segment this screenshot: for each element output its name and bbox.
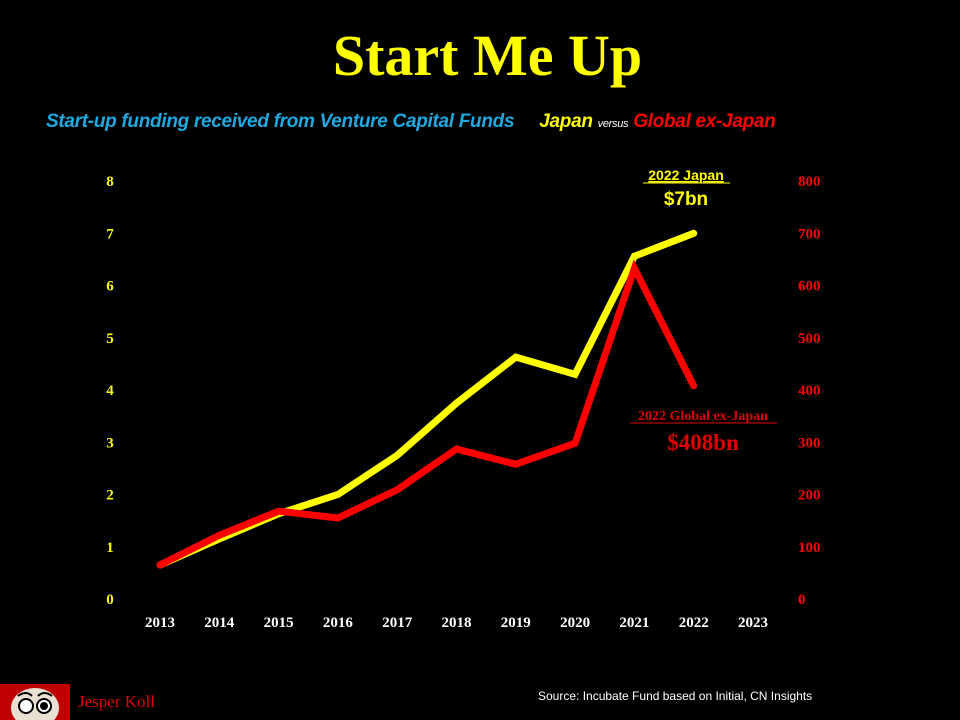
right-axis-tick-label: 200 — [798, 488, 821, 504]
subtitle-global: Global ex-Japan — [633, 111, 776, 132]
x-axis-tick-label: 2020 — [560, 615, 590, 631]
daruma-logo-icon — [0, 684, 70, 720]
japan-annotation-value: $7bn — [664, 189, 708, 210]
left-axis-tick-label: 5 — [106, 331, 114, 347]
subtitle-versus: versus — [597, 118, 629, 130]
left-axis-tick-label: 1 — [106, 540, 114, 556]
source-note: Source: Incubate Fund based on Initial, … — [538, 689, 813, 703]
left-axis-tick-label: 7 — [106, 226, 114, 242]
series-line-japan — [156, 229, 698, 569]
right-axis-tick-label: 0 — [798, 592, 806, 608]
left-axis-tick-label: 3 — [106, 435, 114, 451]
x-axis-tick-label: 2022 — [679, 615, 709, 631]
page-title: Start Me Up — [332, 23, 643, 88]
x-axis-tick-label: 2013 — [145, 615, 175, 631]
right-axis-tick-label: 600 — [798, 279, 821, 295]
subtitle-main: Start-up funding received from Venture C… — [46, 111, 515, 132]
left-axis-tick-label: 4 — [106, 383, 114, 399]
author-name: Jesper Koll — [78, 692, 155, 711]
right-axis-tick-label: 700 — [798, 226, 821, 242]
right-axis-tick-label: 500 — [798, 331, 821, 347]
global-annotation-value: $408bn — [667, 430, 739, 455]
left-axis-tick-label: 0 — [106, 592, 114, 608]
x-axis-tick-label: 2018 — [442, 615, 472, 631]
right-axis-tick-label: 400 — [798, 383, 821, 399]
x-axis-tick-label: 2014 — [204, 615, 235, 631]
x-axis-tick-label: 2016 — [323, 615, 354, 631]
series-line-global-ex-japan — [156, 259, 698, 569]
x-axis-tick-label: 2019 — [501, 615, 531, 631]
japan-annotation-label: 2022 Japan — [648, 167, 724, 183]
left-axis-tick-label: 2 — [106, 488, 114, 504]
x-axis-tick-label: 2021 — [619, 615, 649, 631]
right-axis-tick-label: 800 — [798, 174, 821, 190]
subtitle-japan: Japan — [539, 111, 593, 132]
x-axis-tick-label: 2023 — [738, 615, 768, 631]
right-axis-tick-label: 300 — [798, 435, 821, 451]
x-axis-tick-label: 2017 — [382, 615, 413, 631]
chart-subtitle: Start-up funding received from Venture C… — [46, 111, 776, 133]
global-annotation-label: 2022 Global ex-Japan — [638, 409, 768, 424]
right-axis-tick-label: 100 — [798, 540, 821, 556]
x-axis-tick-label: 2015 — [264, 615, 294, 631]
left-axis-tick-label: 6 — [106, 279, 114, 295]
left-axis-tick-label: 8 — [106, 174, 114, 190]
